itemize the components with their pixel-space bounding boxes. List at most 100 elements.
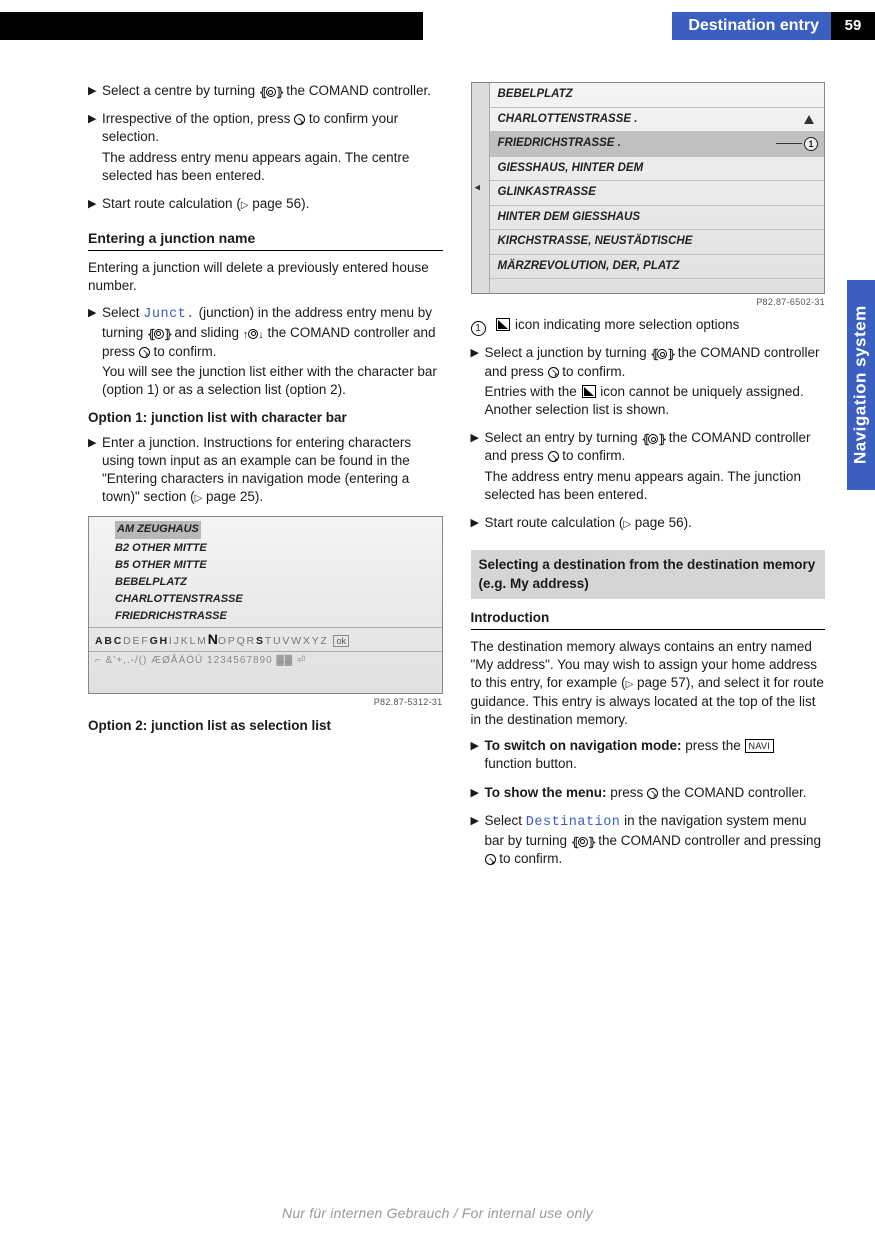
list-item: ▶ Select an entry by turning the COMAND … [471,429,826,506]
list-item: ▶ To show the menu: press the COMAND con… [471,784,826,804]
paragraph: The destination memory always contains a… [471,638,826,729]
ss-list: AM ZEUGHAUS B2 OTHER MITTE B5 OTHER MITT… [89,517,442,626]
text: press the [682,738,745,753]
text: Start route calculation ( [102,196,241,211]
text: The address entry menu appears again. Th… [485,468,826,504]
press-icon [294,114,305,125]
menu-code: Destination [526,815,621,830]
press-icon [548,451,559,462]
rotary-icon [259,84,283,100]
bold-text: To switch on navigation mode: [485,738,682,753]
bullet-icon: ▶ [471,514,485,534]
bullet-icon: ▶ [471,737,485,775]
text: icon indicating more selection options [515,317,739,332]
bullet-icon: ▶ [88,434,102,509]
list-item: ▶ To switch on navigation mode: press th… [471,737,826,775]
bullet-icon: ▶ [88,304,102,402]
press-icon [548,367,559,378]
press-icon [647,788,658,799]
text: Select a centre by turning [102,83,259,98]
bullet-icon: ▶ [471,429,485,506]
ss-row: B5 OTHER MITTE [115,557,436,574]
ss-row: CHARLOTTENSTRASSE [115,591,436,608]
navi-key: NAVI [745,739,775,753]
list-item: ▶ Irrespective of the option, press to c… [88,110,443,187]
section-box: Selecting a destination from the destina… [471,550,826,598]
page-number: 59 [831,12,875,40]
page-content: ▶ Select a centre by turning the COMAND … [88,82,825,878]
text: the COMAND controller. [658,785,807,800]
ss-charbar: ABCDEFGHIJKLMNOPQRSTUVWXYZ ok [89,627,442,651]
list-item: ▶ Select a junction by turning the COMAN… [471,344,826,421]
menu-code: Junct. [143,307,195,322]
ss-row: KIRCHSTRASSE, NEUSTÄDTISCHE [472,230,825,255]
option-heading: Option 2: junction list as selection lis… [88,717,443,735]
bold-text: To show the menu: [485,785,607,800]
more-options-icon [582,385,596,398]
chapter-title: Destination entry [672,12,831,40]
ss-row: FRIEDRICHSTRASSE [115,608,436,625]
ss-row: BEBELPLATZ [115,574,436,591]
text: to confirm. [150,344,217,359]
bullet-icon: ▶ [88,110,102,187]
ss-row: GLINKASTRASSE [472,181,825,206]
ss-row: CHARLOTTENSTRASSE . [472,108,825,133]
ss-scrollbar [472,83,490,293]
slide-icon: ↑↓ [243,328,264,343]
text: Select a junction by turning [485,345,651,360]
text: and sliding [171,325,243,340]
text: page 56). [249,196,310,211]
sub-heading: Introduction [471,609,826,630]
text: the COMAND controller and pressing [594,833,821,848]
ss-row: HINTER DEM GIESSHAUS [472,206,825,231]
option-heading: Option 1: junction list with character b… [88,409,443,427]
rotary-icon [650,346,674,362]
ss-row: AM ZEUGHAUS [115,521,201,538]
page-header: Destination entry 59 [0,12,875,40]
ss-row: FRIEDRICHSTRASSE .1 [472,132,825,157]
list-item: ▶ Select Junct. (junction) in the addres… [88,304,443,402]
text: The address entry menu appears again. Th… [102,149,443,185]
screenshot-charbar: AM ZEUGHAUS B2 OTHER MITTE B5 OTHER MITT… [88,516,443,694]
list-item: ▶ Enter a junction. Instructions for ent… [88,434,443,509]
more-options-icon [496,318,510,331]
text: page 56). [631,515,692,530]
screenshot-caption: P82.87-5312-31 [88,696,443,708]
list-item: ▶ Start route calculation (▷ page 56). [88,195,443,215]
text: Start route calculation ( [485,515,624,530]
text: to confirm. [559,448,626,463]
press-icon [139,347,150,358]
bullet-icon: ▶ [471,784,485,804]
ss-row: GIESSHAUS, HINTER DEM [472,157,825,182]
section-heading: Entering a junction name [88,229,443,251]
list-item: ▶ Select a centre by turning the COMAND … [88,82,443,102]
ref-icon: ▷ [241,200,249,211]
ss-row: B2 OTHER MITTE [115,540,436,557]
text: Select an entry by turning [485,430,642,445]
text: to confirm. [496,851,563,866]
rotary-icon [147,326,171,342]
text: You will see the junction list either wi… [102,363,443,399]
screenshot-selection-list: BEBELPLATZCHARLOTTENSTRASSE .FRIEDRICHST… [471,82,826,294]
side-tab: Navigation system [847,280,875,490]
text: page 25). [202,489,263,504]
bullet-icon: ▶ [88,195,102,215]
text: press [607,785,648,800]
text: function button. [485,756,577,771]
text: Select [102,305,143,320]
text: the COMAND controller. [282,83,431,98]
list-item: ▶ Start route calculation (▷ page 56). [471,514,826,534]
rotary-icon [641,431,665,447]
text: Select [485,813,526,828]
left-column: ▶ Select a centre by turning the COMAND … [88,82,443,878]
ss-inputrow: ⌐ &'+,.-/() ÆØÅÄÖÜ 1234567890 ▓▓ ⏎ [89,651,442,671]
rotary-icon [571,834,595,850]
press-icon [485,854,496,865]
ss-row: BEBELPLATZ [472,83,825,108]
bullet-icon: ▶ [471,344,485,421]
text: Irrespective of the option, press [102,111,294,126]
paragraph: Entering a junction will delete a previo… [88,259,443,295]
bullet-icon: ▶ [471,812,485,871]
text: Entries with the [485,384,581,399]
text: to confirm. [559,364,626,379]
